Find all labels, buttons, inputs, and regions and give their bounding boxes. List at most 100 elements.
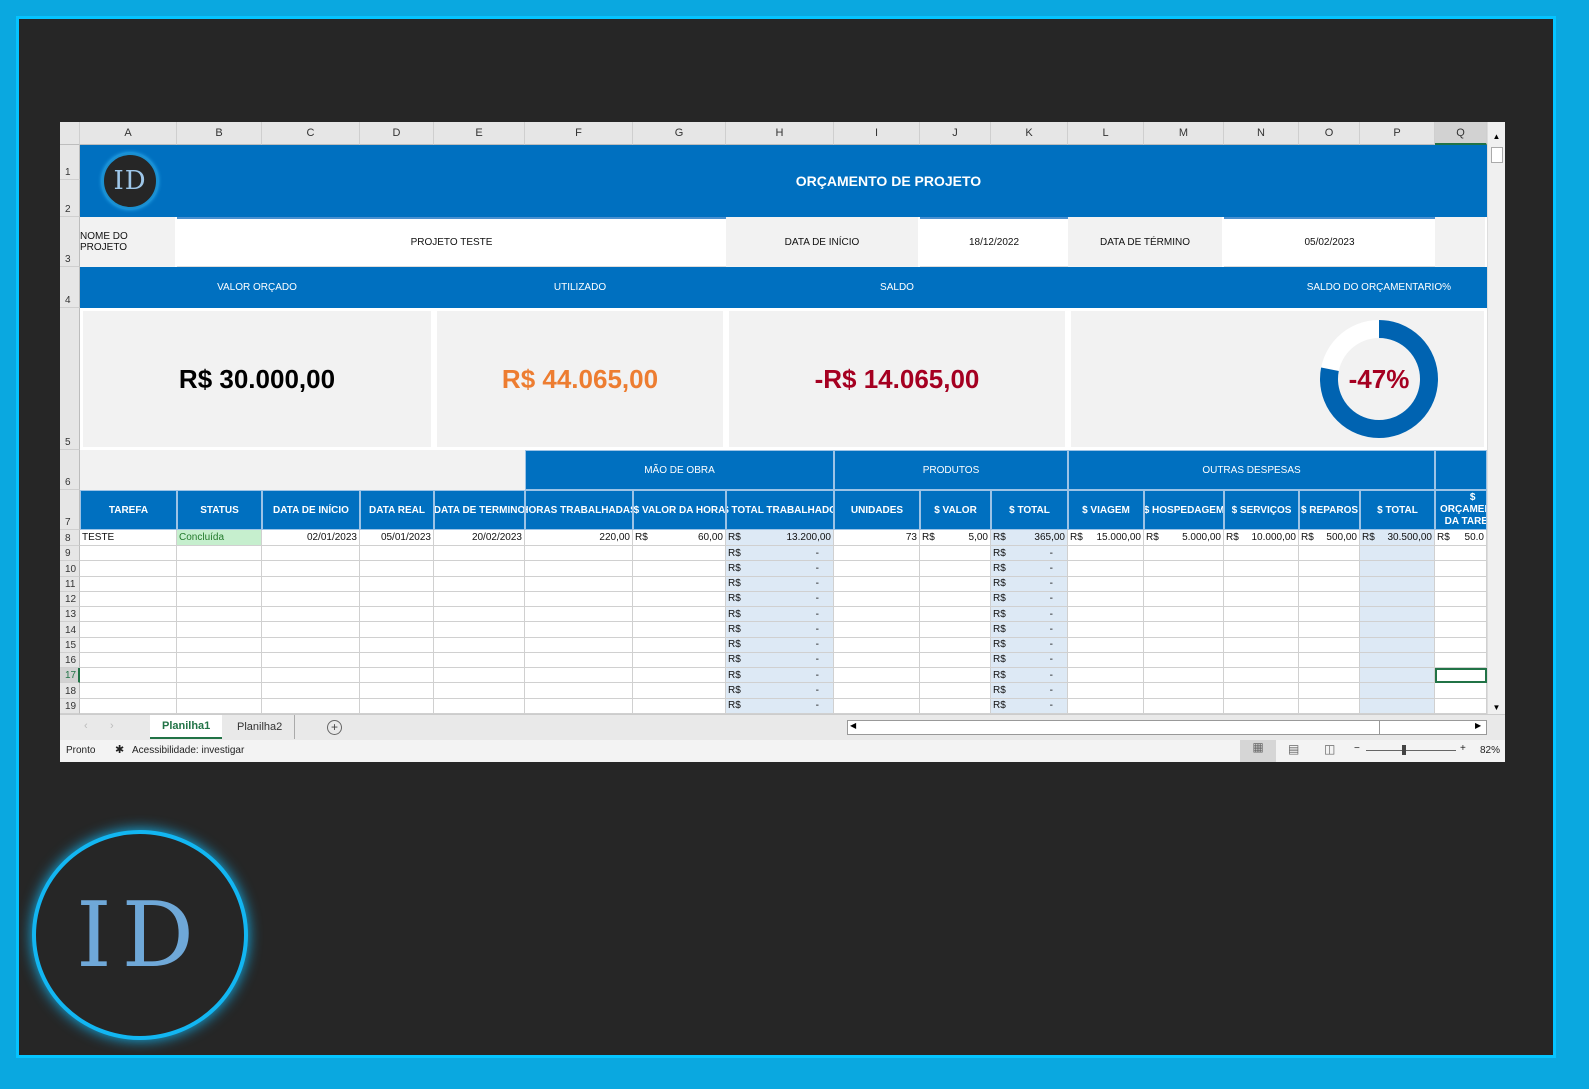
table-cell[interactable]: R$ - xyxy=(726,683,834,699)
table-cell[interactable]: R$ - xyxy=(726,576,834,592)
table-cell[interactable]: R$ - xyxy=(726,622,834,638)
table-cell[interactable] xyxy=(1360,561,1435,577)
table-cell[interactable] xyxy=(360,668,434,684)
table-cell[interactable] xyxy=(1299,698,1360,714)
table-cell[interactable] xyxy=(1224,622,1299,638)
table-cell[interactable] xyxy=(1435,668,1487,684)
table-cell[interactable] xyxy=(525,546,633,562)
table-cell[interactable]: R$ - xyxy=(991,546,1068,562)
table-cell[interactable]: R$ - xyxy=(991,607,1068,623)
table-cell[interactable]: R$ 500,00 xyxy=(1299,530,1360,546)
table-cell[interactable]: R$ 30.500,00 xyxy=(1360,530,1435,546)
table-cell[interactable] xyxy=(1068,683,1144,699)
table-cell[interactable] xyxy=(1360,591,1435,608)
table-cell[interactable] xyxy=(1360,668,1435,684)
project-name-field[interactable]: PROJETO TESTE xyxy=(177,217,726,267)
table-cell[interactable] xyxy=(633,591,726,608)
table-cell[interactable] xyxy=(360,622,434,638)
table-cell[interactable] xyxy=(1068,546,1144,562)
column-header-A[interactable]: A xyxy=(80,122,177,145)
table-cell[interactable] xyxy=(834,546,920,562)
zoom-out-button[interactable]: − xyxy=(1354,743,1360,754)
table-cell[interactable] xyxy=(1144,698,1224,714)
column-heading[interactable]: UNIDADES xyxy=(834,490,920,530)
scroll-right-arrow[interactable]: ▶ xyxy=(1475,721,1482,730)
table-cell[interactable]: R$ - xyxy=(726,637,834,653)
table-cell[interactable]: R$ - xyxy=(726,668,834,684)
page-layout-view-icon[interactable]: ▤ xyxy=(1288,742,1300,756)
table-cell[interactable] xyxy=(80,637,177,653)
table-cell[interactable]: R$ 60,00 xyxy=(633,530,726,546)
table-cell[interactable] xyxy=(1144,637,1224,653)
table-cell[interactable] xyxy=(920,622,991,638)
sheet-tab-planilha1[interactable]: Planilha1 xyxy=(150,715,223,739)
column-header-E[interactable]: E xyxy=(434,122,525,145)
table-cell[interactable] xyxy=(1068,622,1144,638)
row-header-3[interactable]: 3 xyxy=(60,217,80,267)
column-heading[interactable]: TAREFA xyxy=(80,490,177,530)
table-cell[interactable] xyxy=(1068,652,1144,669)
table-cell[interactable]: R$ - xyxy=(991,622,1068,638)
column-header-P[interactable]: P xyxy=(1360,122,1435,145)
table-cell[interactable]: R$ - xyxy=(726,698,834,714)
table-cell[interactable] xyxy=(1068,698,1144,714)
row-header-17[interactable]: 17 xyxy=(60,668,80,684)
table-cell[interactable]: 02/01/2023 xyxy=(262,530,360,546)
table-cell[interactable] xyxy=(434,576,525,592)
table-cell[interactable] xyxy=(834,576,920,592)
table-cell[interactable]: R$ 13.200,00 xyxy=(726,530,834,546)
table-cell[interactable] xyxy=(525,561,633,577)
table-cell[interactable] xyxy=(360,652,434,669)
table-cell[interactable] xyxy=(920,561,991,577)
table-cell[interactable] xyxy=(525,652,633,669)
table-cell[interactable] xyxy=(1299,561,1360,577)
accessibility-icon[interactable]: ✱ xyxy=(115,744,125,756)
table-cell[interactable] xyxy=(1144,652,1224,669)
table-cell[interactable] xyxy=(262,561,360,577)
table-cell[interactable] xyxy=(80,576,177,592)
row-header-15[interactable]: 15 xyxy=(60,637,80,653)
table-cell[interactable] xyxy=(920,698,991,714)
table-cell[interactable] xyxy=(1360,698,1435,714)
table-cell[interactable] xyxy=(434,652,525,669)
table-cell[interactable] xyxy=(1224,652,1299,669)
table-cell[interactable] xyxy=(834,607,920,623)
table-cell[interactable] xyxy=(834,561,920,577)
table-cell[interactable] xyxy=(177,607,262,623)
column-header-O[interactable]: O xyxy=(1299,122,1360,145)
column-header-B[interactable]: B xyxy=(177,122,262,145)
table-cell[interactable]: 20/02/2023 xyxy=(434,530,525,546)
table-cell[interactable] xyxy=(633,637,726,653)
table-cell[interactable] xyxy=(1435,698,1487,714)
horizontal-scrollbar[interactable]: ◀ xyxy=(847,720,1487,735)
table-cell[interactable] xyxy=(920,668,991,684)
table-cell[interactable] xyxy=(80,607,177,623)
table-cell[interactable] xyxy=(262,683,360,699)
row-header-10[interactable]: 10 xyxy=(60,561,80,577)
table-cell[interactable] xyxy=(434,561,525,577)
table-cell[interactable] xyxy=(1299,652,1360,669)
next-sheet-arrow[interactable]: › xyxy=(110,720,114,732)
table-cell[interactable] xyxy=(525,637,633,653)
table-cell[interactable] xyxy=(80,683,177,699)
column-heading[interactable]: DATA DE TERMINO xyxy=(434,490,525,530)
table-cell[interactable]: R$ - xyxy=(991,668,1068,684)
row-header-7[interactable]: 7 xyxy=(60,490,80,530)
table-cell[interactable]: R$ - xyxy=(726,652,834,669)
column-heading[interactable]: $ VALOR xyxy=(920,490,991,530)
table-cell[interactable]: R$ - xyxy=(991,591,1068,608)
table-cell[interactable] xyxy=(177,546,262,562)
table-cell[interactable] xyxy=(920,683,991,699)
column-header-F[interactable]: F xyxy=(525,122,633,145)
column-header-M[interactable]: M xyxy=(1144,122,1224,145)
table-cell[interactable] xyxy=(1068,591,1144,608)
table-cell[interactable]: R$ - xyxy=(991,698,1068,714)
table-cell[interactable] xyxy=(360,698,434,714)
column-header-D[interactable]: D xyxy=(360,122,434,145)
table-cell[interactable] xyxy=(633,698,726,714)
table-cell[interactable] xyxy=(262,622,360,638)
row-header-6[interactable]: 6 xyxy=(60,450,80,490)
table-cell[interactable] xyxy=(1299,546,1360,562)
row-header-2[interactable]: 2 xyxy=(60,180,80,217)
table-cell[interactable] xyxy=(1360,637,1435,653)
